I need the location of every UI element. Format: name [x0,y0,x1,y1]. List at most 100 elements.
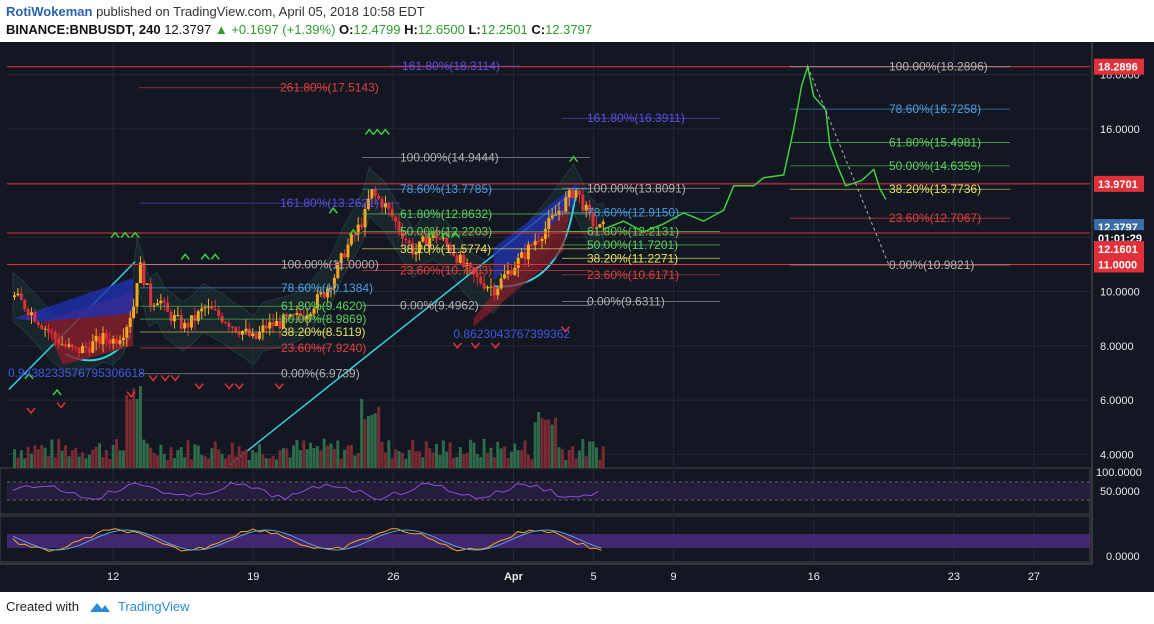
volume-bar [520,450,524,468]
volume-bar [360,398,364,468]
fib-level-label: 38.20%(11.2271) [587,251,678,265]
volume-bar [530,458,534,468]
volume-bar [118,450,122,468]
candle-body [60,344,64,346]
volume-bar [210,448,214,468]
candle-body [101,333,105,345]
candle-body [503,273,507,279]
candle-body [315,294,319,309]
candle-body [224,322,228,324]
candle-body [23,300,27,309]
candle-body [428,237,432,246]
buy-signal-icon [200,253,210,260]
volume-bar [574,458,578,468]
candle-body [598,224,602,228]
volume-bar [377,406,381,468]
author-name[interactable]: RotiWokeman [6,4,93,19]
volume-bar [462,453,466,468]
volume-bar [411,440,415,468]
volume-bar [281,448,285,468]
fib-level-label: 161.80%(18.3114) [402,59,500,73]
volume-bar [506,458,510,468]
volume-bar [434,443,438,468]
volume-bar [206,458,210,468]
volume-bar [356,453,360,468]
candle-body [560,210,564,212]
candle-body [530,244,534,246]
volume-bar [537,412,541,468]
volume-bar [373,413,377,468]
candle-body [448,244,452,253]
volume-bar [445,451,449,468]
candle-body [203,307,207,309]
volume-bar [47,456,51,468]
close-label: C: [531,22,546,37]
candle-body [206,306,210,308]
sell-signal-icon [160,374,170,382]
open-value: 12.4799 [353,22,401,37]
candle-body [237,331,241,335]
x-tick-label: 27 [1028,571,1040,583]
candle-body [278,320,282,329]
volume-bar [499,448,503,468]
volume-bar [509,451,513,468]
buy-signal-icon [210,253,220,260]
volume-bar [404,458,408,468]
candle-body [84,346,88,348]
candle-body [349,234,353,245]
sell-signal-icon [224,383,234,390]
price-chart[interactable]: 4.00006.00008.000010.000012.000014.00001… [0,42,1154,592]
candle-body [200,308,204,312]
candle-body [281,315,285,329]
volume-bar [472,442,476,468]
candle-body [275,320,279,327]
volume-bar [40,445,44,468]
fib-level-label: 78.60%(12.9150) [587,206,679,220]
volume-bar [57,438,61,468]
candle-body [258,332,262,339]
x-tick-label: 16 [808,571,820,583]
y-tick-label: 16.0000 [1100,124,1140,136]
candle-body [452,252,456,256]
tradingview-link[interactable]: TradingView [118,599,190,614]
volume-bar [84,458,88,468]
volume-bar [452,458,456,468]
fib-level-label: 23.60%(12.7067) [889,211,981,225]
volume-bar [465,452,469,468]
volume-bar [503,446,507,468]
volume-bar [254,452,258,468]
buy-signal-icon [130,231,140,239]
stoch-d-line [12,529,602,551]
volume-bar [438,454,442,468]
volume-bar [36,449,40,468]
candle-body [577,190,581,195]
candle-body [196,311,200,322]
volume-bar [16,457,20,468]
candle-body [295,312,299,316]
volume-bar [431,452,435,468]
volume-bar [26,447,30,468]
candle-body [234,327,238,332]
volume-bar [469,439,473,468]
volume-bar [193,444,197,468]
volume-bar [135,399,139,468]
volume-bar [567,449,571,468]
buy-signal-icon [110,231,120,239]
price-tag-label: 11.0000 [1098,259,1137,271]
candle-body [455,255,459,263]
chart-area[interactable]: 4.00006.00008.000010.000012.000014.00001… [0,42,1154,592]
volume-bar [448,442,452,468]
candle-body [261,325,265,333]
candle-body [169,311,173,322]
volume-bar [295,440,299,468]
bullish-wedge [13,278,134,322]
volume-bar [557,447,561,468]
volume-bar [152,452,156,468]
candle-body [13,295,17,298]
candle-body [326,288,330,298]
annotation-label: 0.8623043767399362 [453,327,570,341]
candle-body [98,335,102,345]
volume-bar [166,459,170,468]
volume-bar [111,445,115,468]
fib-level-label: 0.00%(6.9739) [281,367,360,381]
